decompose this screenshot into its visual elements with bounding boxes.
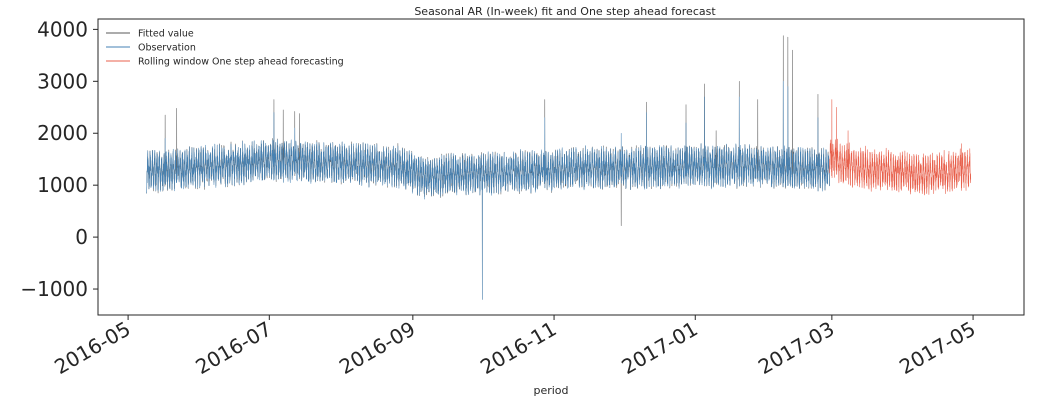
legend: Fitted value Observation Rolling window On…: [106, 29, 344, 68]
x-tick-label: 2016-05: [50, 317, 134, 380]
legend-label: Rolling window One step ahead forecastin…: [138, 57, 344, 68]
y-tick-label: 4000: [37, 17, 88, 41]
y-tick-label: 1000: [37, 173, 88, 197]
y-tick-label: −1000: [20, 277, 88, 301]
y-axis: 4000 3000 2000 1000 0 −1000: [20, 17, 98, 301]
x-tick-label: 2016-09: [335, 317, 419, 380]
plot-frame: [97, 18, 1025, 316]
x-axis-label: period: [533, 384, 568, 397]
y-tick-label: 3000: [37, 69, 88, 93]
y-tick-label: 0: [75, 225, 88, 249]
legend-label: Observation: [138, 43, 196, 54]
series-layer: [146, 35, 972, 300]
y-tick-label: 2000: [37, 121, 88, 145]
x-tick-label: 2017-03: [754, 317, 838, 380]
legend-label: Fitted value: [138, 29, 194, 40]
chart-title: Seasonal AR (In-week) fit and One step a…: [414, 5, 716, 18]
x-tick-label: 2017-01: [617, 317, 701, 380]
series-line: [146, 81, 830, 300]
x-tick-label: 2016-07: [191, 317, 275, 380]
x-axis: 2016-05 2016-07 2016-09 2016-11 2017-01 2017-…: [50, 315, 980, 380]
x-tick-label: 2017-05: [895, 317, 979, 380]
x-tick-label: 2016-11: [476, 317, 560, 380]
series-line: [829, 99, 972, 196]
